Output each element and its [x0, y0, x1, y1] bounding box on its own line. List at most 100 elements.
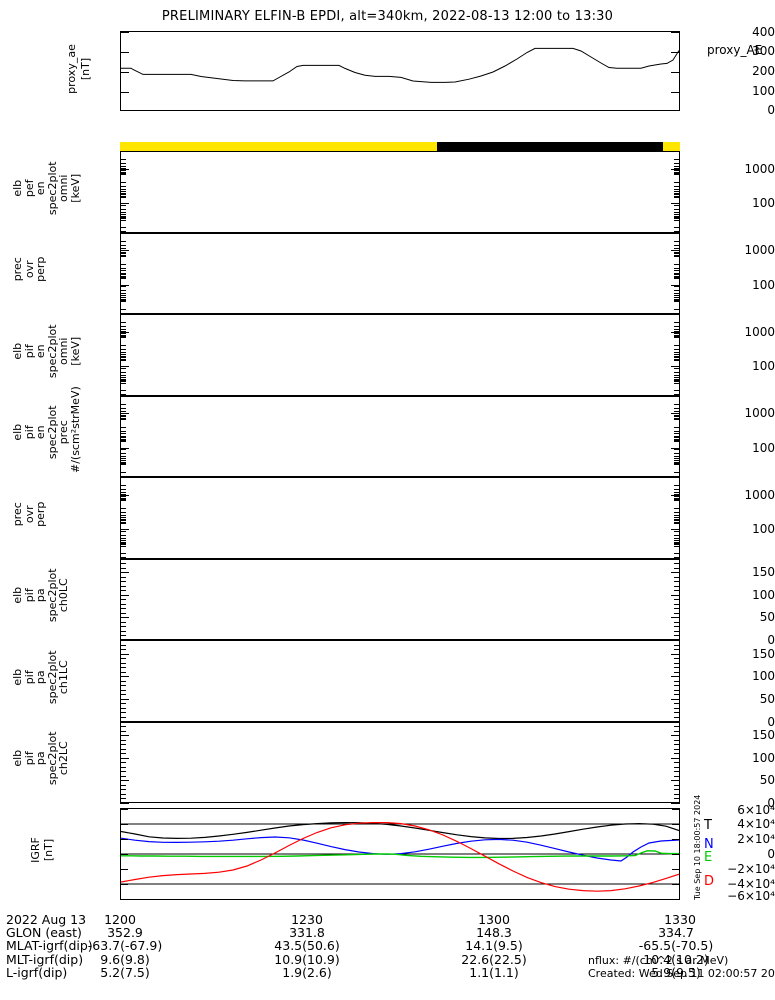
tick: [671, 803, 680, 804]
minor-tick: [674, 494, 680, 496]
minor-tick: [120, 626, 126, 628]
minor-tick: [120, 530, 126, 532]
tick: [671, 698, 680, 700]
minor-tick: [120, 739, 126, 741]
minor-tick: [120, 576, 126, 578]
tick: [121, 72, 129, 73]
bottom-cell: 22.6(22.5): [461, 951, 527, 967]
minor-tick: [120, 163, 126, 165]
axis-title-prec_ovr_perp_e-line3: perp: [34, 256, 47, 282]
minor-tick: [674, 499, 680, 501]
minor-tick: [120, 407, 126, 409]
minor-tick: [674, 367, 680, 369]
minor-tick: [674, 492, 680, 494]
minor-tick: [674, 726, 680, 728]
bottom-cell: 9.6(9.8): [100, 951, 150, 967]
minor-tick: [674, 744, 680, 746]
minor-tick: [120, 159, 126, 161]
minor-tick: [674, 453, 680, 455]
minor-tick: [120, 418, 126, 420]
minor-tick: [674, 748, 680, 750]
minor-tick: [120, 272, 126, 274]
bottom-cell: 334.7: [658, 925, 694, 941]
bottom-cell: 10.4(10.2): [643, 951, 709, 967]
minor-tick: [120, 671, 126, 673]
minor-tick: [674, 371, 680, 373]
minor-tick: [674, 608, 680, 610]
minor-tick: [674, 658, 680, 660]
ytick-elb_pif_pa_spec2plot_ch0LC-0: 0: [767, 633, 775, 647]
minor-tick: [674, 462, 680, 464]
footer-nflux: nflux: #/(cm^2 s ar MeV): [588, 954, 729, 967]
minor-tick: [120, 208, 126, 210]
tick: [671, 203, 680, 205]
ae-axis-title-line1: proxy_ae: [65, 44, 78, 94]
minor-tick: [674, 603, 680, 605]
minor-tick: [120, 270, 126, 272]
bottom-cell: 14.1(9.5): [465, 938, 523, 954]
minor-tick: [674, 626, 680, 628]
bottom-row-label: MLAT-igrf(dip): [6, 938, 93, 954]
minor-tick: [120, 293, 126, 295]
minor-tick: [120, 545, 126, 547]
minor-tick: [120, 453, 126, 455]
minor-tick: [674, 537, 680, 539]
minor-tick: [120, 417, 126, 419]
minor-tick: [120, 394, 126, 396]
axis-title-elb_pif_pa_spec2plot_ch1LC-line3: pa: [34, 669, 47, 684]
minor-tick: [674, 461, 680, 463]
minor-tick: [120, 298, 126, 300]
tick: [671, 366, 680, 368]
tick: [671, 110, 679, 111]
tick: [671, 780, 680, 782]
minor-tick: [120, 219, 126, 221]
minor-tick: [674, 775, 680, 777]
ytick-elb_pif_pa_spec2plot_ch2LC-0: 0: [767, 796, 775, 810]
minor-tick: [674, 521, 680, 523]
minor-tick: [674, 534, 680, 536]
minor-tick: [674, 204, 680, 206]
tick: [120, 572, 129, 574]
minor-tick: [674, 766, 680, 768]
minor-tick: [120, 355, 126, 357]
xtick-1230: 1230: [291, 912, 323, 927]
minor-tick: [120, 543, 126, 545]
minor-tick: [674, 272, 680, 274]
tick: [671, 653, 680, 655]
minor-tick: [120, 771, 126, 773]
axis-title-elb_pif_pa_spec2plot_ch0LC-line3: pa: [34, 588, 47, 603]
tick: [120, 284, 129, 286]
minor-tick: [120, 726, 126, 728]
minor-tick: [674, 508, 680, 510]
minor-tick: [120, 784, 126, 786]
tick: [671, 72, 679, 73]
minor-tick: [120, 460, 126, 462]
minor-tick: [120, 461, 126, 463]
minor-tick: [120, 255, 126, 257]
tick: [120, 203, 129, 205]
minor-tick: [674, 703, 680, 705]
minor-tick: [674, 635, 680, 637]
ytick-elb_pif_pa_spec2plot_ch2LC-150: 150: [752, 728, 775, 743]
minor-tick: [674, 337, 680, 339]
minor-tick: [674, 644, 680, 646]
ytick-elb_pif_pa_spec2plot_ch2LC-50: 50: [759, 773, 775, 788]
minor-tick: [120, 662, 126, 664]
minor-tick: [674, 545, 680, 547]
panel-prec_ovr_perp_i: [120, 477, 680, 559]
minor-tick: [120, 174, 126, 176]
bottom-cell: 5.2(7.5): [100, 964, 150, 980]
minor-tick: [674, 671, 680, 673]
igrf-ytick-m6e4: −6×10⁴: [727, 889, 775, 903]
minor-tick: [120, 322, 126, 324]
tick: [671, 447, 680, 449]
minor-tick: [674, 253, 680, 255]
minor-tick: [674, 730, 680, 732]
tick: [671, 676, 680, 678]
minor-tick: [674, 354, 680, 356]
minor-tick: [674, 694, 680, 696]
axis-title-elb_pif_en_spec2plot_prec-line1: elb: [11, 423, 24, 441]
minor-tick: [674, 208, 680, 210]
minor-tick: [674, 500, 680, 502]
ytick-elb_pif_pa_spec2plot_ch0LC-50: 50: [759, 610, 775, 625]
